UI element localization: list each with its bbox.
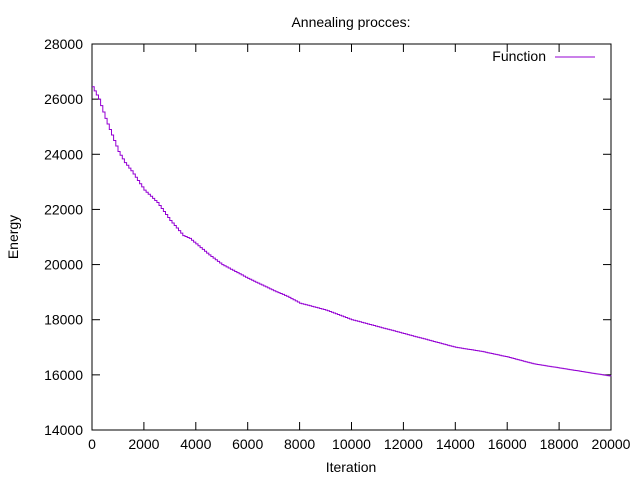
x-tick-label: 4000: [180, 436, 211, 452]
x-tick-label: 10000: [332, 436, 371, 452]
x-tick-label: 8000: [284, 436, 315, 452]
chart-title: Annealing procces:: [291, 14, 410, 30]
y-tick-label: 24000: [44, 146, 83, 162]
x-tick-label: 18000: [540, 436, 579, 452]
y-tick-label: 14000: [44, 422, 83, 438]
series-line-function: [92, 86, 612, 377]
legend-label-function: Function: [492, 48, 546, 64]
y-tick-label: 28000: [44, 36, 83, 52]
y-tick-label: 20000: [44, 257, 83, 273]
x-tick-label: 0: [88, 436, 96, 452]
y-tick-label: 18000: [44, 312, 83, 328]
x-tick-label: 12000: [384, 436, 423, 452]
x-tick-label: 6000: [232, 436, 263, 452]
y-axis: 14000 16000 18000 20000 22000 24000 26000 28000: [44, 36, 611, 438]
y-tick-label: 26000: [44, 91, 83, 107]
y-axis-title: Energy: [5, 215, 21, 259]
x-axis: 0 2000 4000 6000 8000 10000 12000 14000 16000 180…: [88, 44, 631, 452]
x-tick-label: 14000: [436, 436, 475, 452]
x-tick-label: 20000: [592, 436, 631, 452]
x-tick-label: 16000: [488, 436, 527, 452]
x-tick-label: 2000: [128, 436, 159, 452]
x-axis-title: Iteration: [326, 459, 377, 475]
y-tick-label: 16000: [44, 367, 83, 383]
legend: Function: [492, 48, 595, 64]
y-tick-label: 22000: [44, 201, 83, 217]
